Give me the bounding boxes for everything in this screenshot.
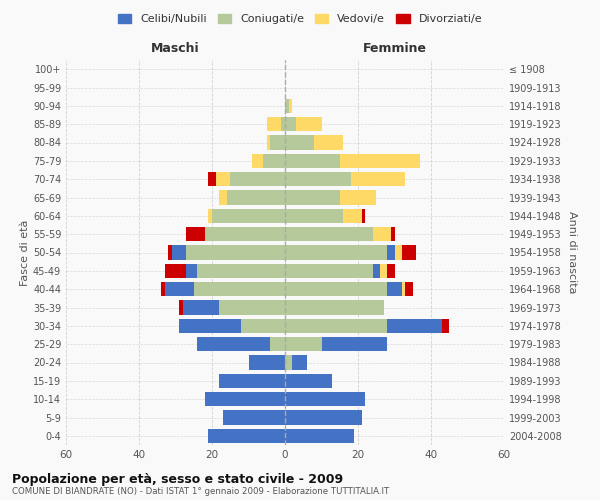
Bar [387,246,395,260]
Bar [387,264,395,278]
Bar [220,300,285,314]
Bar [340,190,376,204]
Bar [194,282,285,296]
Bar [285,356,292,370]
Bar [285,300,383,314]
Bar [285,117,296,132]
Bar [215,172,230,186]
Bar [285,337,322,351]
Bar [179,300,183,314]
Bar [285,282,387,296]
Bar [350,172,406,186]
Bar [164,264,187,278]
Bar [220,374,285,388]
Bar [281,117,285,132]
Bar [402,246,416,260]
Bar [314,136,343,149]
Bar [340,154,420,168]
Legend: Celibi/Nubili, Coniugati/e, Vedovi/e, Divorziati/e: Celibi/Nubili, Coniugati/e, Vedovi/e, Di… [115,10,485,28]
Bar [285,318,387,333]
Bar [208,172,215,186]
Bar [205,227,285,242]
Bar [285,246,387,260]
Bar [292,356,307,370]
Bar [187,227,205,242]
Bar [395,246,402,260]
Bar [285,428,355,443]
Bar [285,98,289,113]
Bar [208,428,285,443]
Bar [391,227,395,242]
Bar [168,246,172,260]
Bar [285,172,350,186]
Bar [285,227,373,242]
Bar [285,136,314,149]
Bar [179,318,241,333]
Bar [161,282,164,296]
Bar [285,374,332,388]
Bar [373,227,391,242]
Bar [164,282,194,296]
Bar [227,190,285,204]
Bar [263,154,285,168]
Bar [285,410,362,424]
Bar [285,154,340,168]
Bar [271,136,285,149]
Bar [285,190,340,204]
Bar [208,208,212,223]
Bar [205,392,285,406]
Bar [187,264,197,278]
Bar [322,337,387,351]
Y-axis label: Anni di nascita: Anni di nascita [567,211,577,294]
Bar [285,208,343,223]
Y-axis label: Fasce di età: Fasce di età [20,220,30,286]
Bar [402,282,406,296]
Bar [230,172,285,186]
Bar [406,282,413,296]
Bar [373,264,380,278]
Text: Femmine: Femmine [362,42,427,54]
Text: COMUNE DI BIANDRATE (NO) - Dati ISTAT 1° gennaio 2009 - Elaborazione TUTTITALIA.: COMUNE DI BIANDRATE (NO) - Dati ISTAT 1°… [12,487,389,496]
Bar [285,392,365,406]
Bar [362,208,365,223]
Bar [212,208,285,223]
Bar [187,246,285,260]
Text: Popolazione per età, sesso e stato civile - 2009: Popolazione per età, sesso e stato civil… [12,472,343,486]
Bar [285,264,373,278]
Bar [223,410,285,424]
Bar [183,300,220,314]
Bar [387,318,442,333]
Bar [380,264,387,278]
Bar [271,337,285,351]
Bar [172,246,187,260]
Bar [296,117,322,132]
Bar [267,136,271,149]
Bar [248,356,285,370]
Bar [197,337,271,351]
Bar [241,318,285,333]
Bar [267,117,281,132]
Bar [442,318,449,333]
Bar [289,98,292,113]
Bar [197,264,285,278]
Bar [252,154,263,168]
Bar [220,190,227,204]
Text: Maschi: Maschi [151,42,200,54]
Bar [343,208,362,223]
Bar [387,282,402,296]
